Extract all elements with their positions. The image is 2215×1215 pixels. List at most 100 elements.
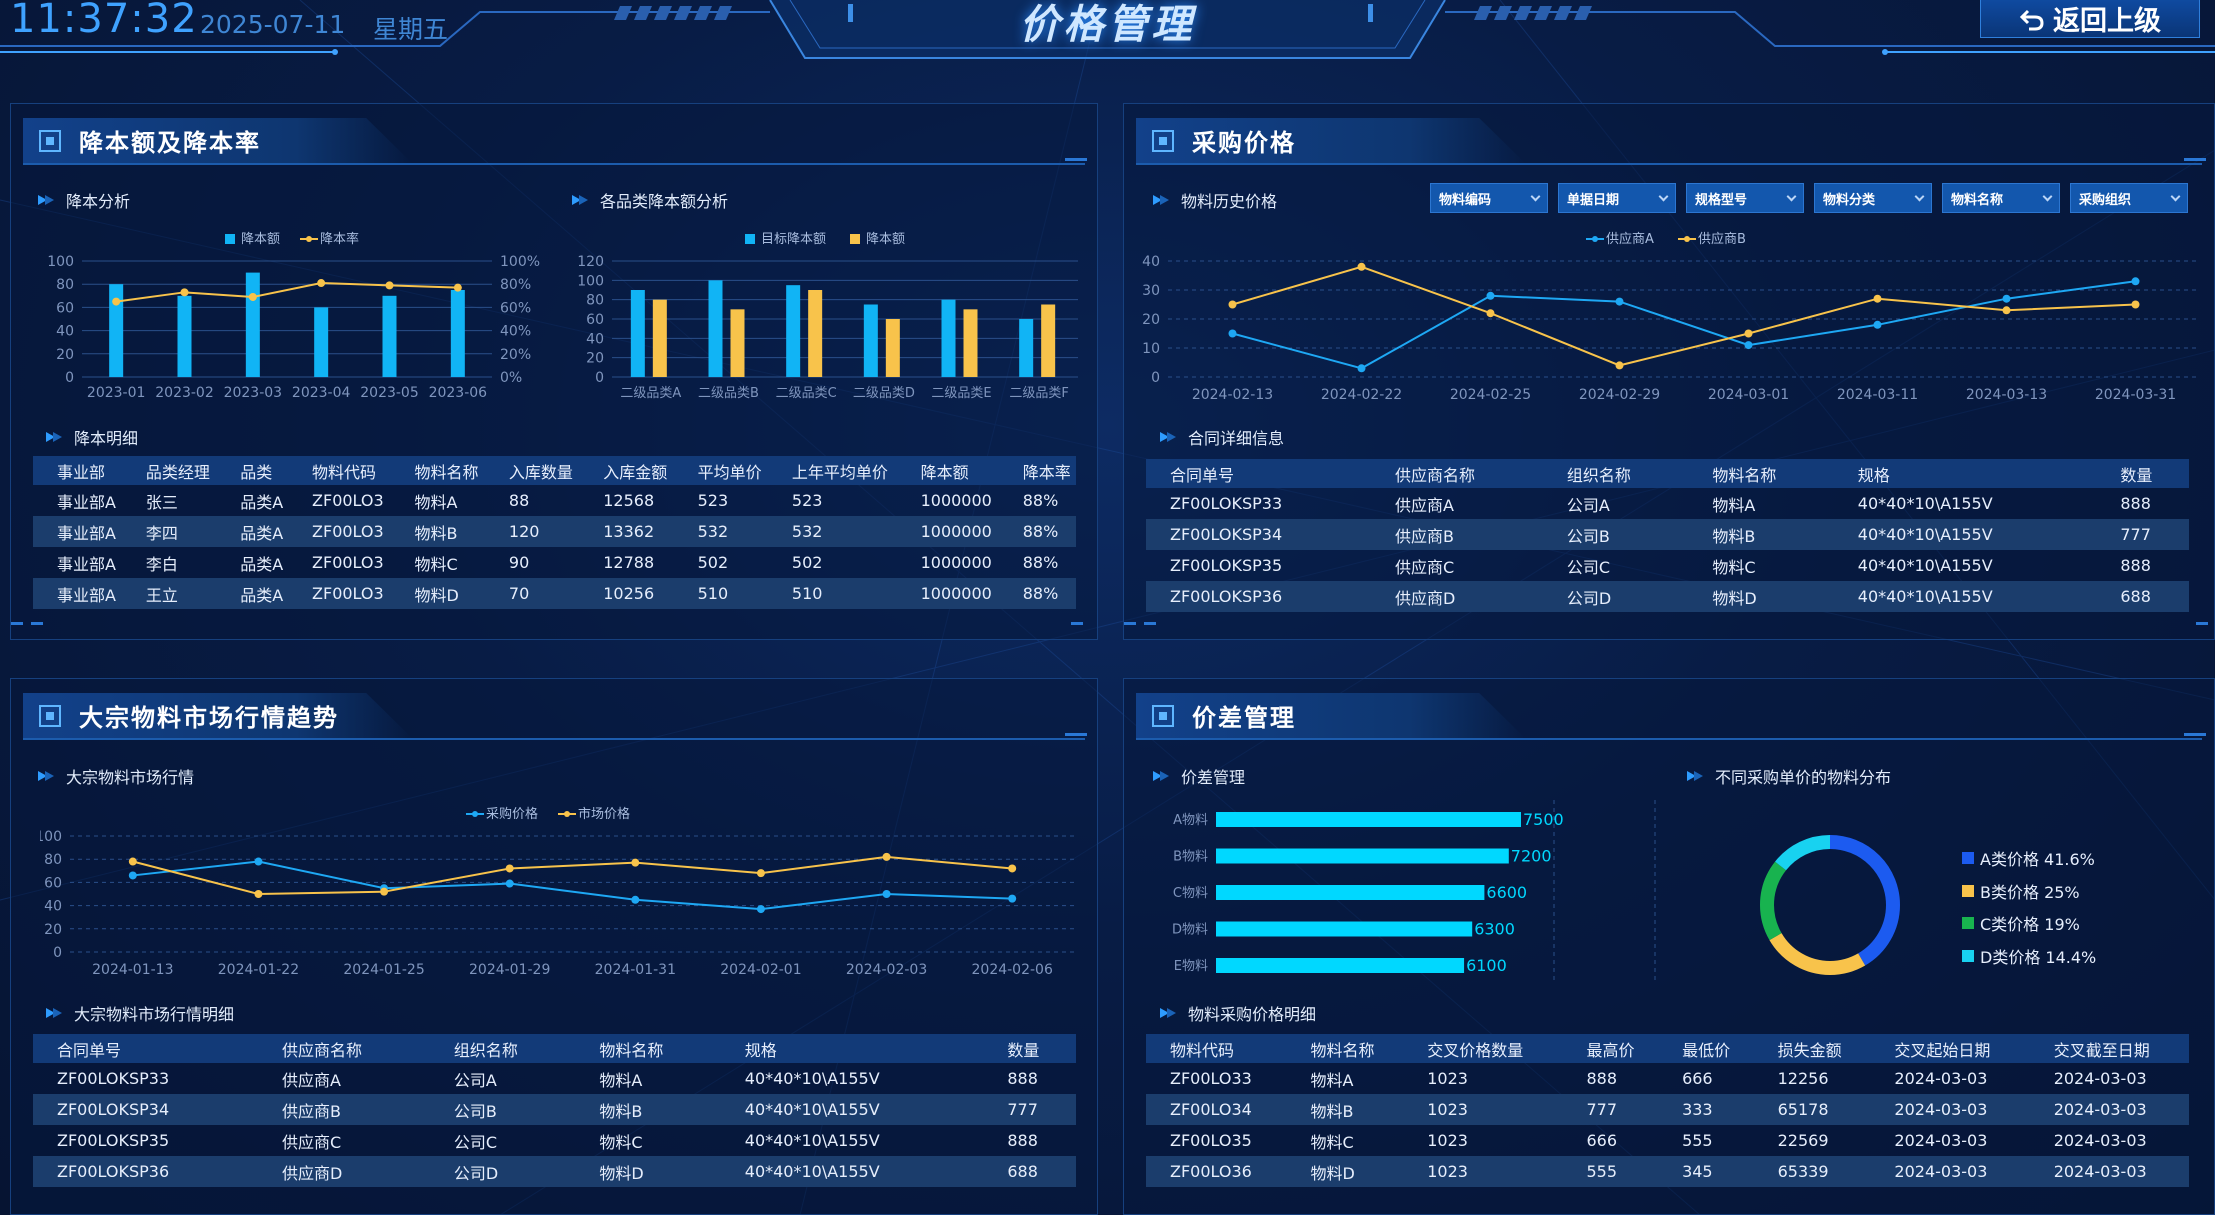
arrow-icon <box>46 432 64 442</box>
x-tick-label: 2024-01-25 <box>343 962 424 978</box>
bar <box>885 319 900 377</box>
bar <box>652 299 667 377</box>
table-cell: 888 <box>2120 556 2151 575</box>
column-header: 组织名称 <box>1542 459 1689 488</box>
pie-slice <box>1760 835 1900 975</box>
y-tick-label: B物料 <box>1173 850 1208 865</box>
table-row[interactable]: ZF00LO34 物料B 1023 777 333 65178 2024-03-03 2024… <box>1146 1094 2189 1125</box>
table-cell: 2024-03-03 <box>1894 1069 1988 1088</box>
filter-spec-model[interactable]: 规格型号 <box>1686 183 1804 213</box>
y-tick-label: 40 <box>1142 254 1160 270</box>
table-row[interactable]: ZF00LOKSP34 供应商B 公司B 物料B 40*40*10\A155V 777 <box>33 1094 1076 1125</box>
table-cell: ZF00LO36 <box>1146 1156 1287 1187</box>
table-cell: 888 <box>1007 1131 1038 1150</box>
data-label: 7500 <box>1523 810 1564 829</box>
table-cell: 1000000 <box>920 553 992 572</box>
x-tick-label: 二级品类D <box>853 386 915 401</box>
bar <box>245 272 260 377</box>
y2-tick-label: 60% <box>500 300 531 316</box>
panel-title-bar: 价差管理 <box>1136 693 1526 739</box>
corner-mark <box>1144 622 1156 625</box>
x-tick-label: 2023-03 <box>224 385 283 401</box>
x-tick-label: 2024-02-22 <box>1321 387 1402 403</box>
table-row[interactable]: ZF00LOKSP36 供应商D 公司D 物料D 40*40*10\A155V 688 <box>1146 581 2189 612</box>
table-cell: 品类A <box>216 516 289 547</box>
panel-title: 降本额及降本率 <box>79 129 261 157</box>
corner-mark <box>2196 622 2208 625</box>
table-row[interactable]: ZF00LOKSP35 供应商C 公司C 物料C 40*40*10\A155V 888 <box>33 1125 1076 1156</box>
y-tick-label: 20 <box>1142 312 1160 328</box>
table-row[interactable]: ZF00LOKSP35 供应商C 公司C 物料C 40*40*10\A155V 888 <box>1146 550 2189 581</box>
table-row[interactable]: 事业部A 张三 品类A ZF00LO3 物料A 88 12568 523 523 1000000 8… <box>33 485 1076 516</box>
subtitle-text: 降本明细 <box>74 429 139 448</box>
table-row[interactable]: 事业部A 李四 品类A ZF00LO3 物料B 120 13362 532 532 1000000… <box>33 516 1076 547</box>
column-header: 平均单价 <box>673 456 768 485</box>
y2-tick-label: 0% <box>500 370 522 386</box>
data-point <box>1873 294 1882 303</box>
column-header: 物料代码 <box>288 456 391 485</box>
filter-purchase-org[interactable]: 采购组织 <box>2070 183 2188 213</box>
y-tick-label: 20 <box>56 347 74 363</box>
table-row[interactable]: ZF00LO33 物料A 1023 888 666 12256 2024-03-03 2024… <box>1146 1063 2189 1094</box>
panel-title: 采购价格 <box>1192 129 1296 157</box>
table-row[interactable]: 事业部A 王立 品类A ZF00LO3 物料D 70 10256 510 510 1000000 8… <box>33 578 1076 609</box>
x-tick-label: 2024-02-06 <box>972 962 1053 978</box>
bar <box>1216 921 1473 937</box>
table-cell: 10256 <box>579 578 674 609</box>
table-row[interactable]: ZF00LOKSP33 供应商A 公司A 物料A 40*40*10\A155V 888 <box>1146 488 2189 519</box>
x-tick-label: 2024-03-11 <box>1837 387 1918 403</box>
filter-material-code[interactable]: 物料编码 <box>1430 183 1548 213</box>
legend-label: 采购价格 <box>486 806 538 822</box>
table-row[interactable]: ZF00LO35 物料C 1023 666 555 22569 2024-03-03 2024… <box>1146 1125 2189 1156</box>
table-cell: 供应商B <box>257 1094 430 1125</box>
table-cell: 666 <box>1586 1131 1618 1150</box>
column-header: 降本率 <box>998 456 1076 485</box>
legend-dot <box>306 236 312 242</box>
table-cell: 888 <box>1007 1069 1038 1088</box>
table-cell: 2024-03-03 <box>2053 1131 2147 1150</box>
table-cell: 666 <box>1682 1069 1713 1088</box>
table-row[interactable]: ZF00LO36 物料D 1023 555 345 65339 2024-03-03 2024… <box>1146 1156 2189 1187</box>
x-tick-label: 2023-01 <box>87 385 146 401</box>
table-row[interactable]: ZF00LOKSP36 供应商D 公司D 物料D 40*40*10\A155V 688 <box>33 1156 1076 1187</box>
filter-material-category[interactable]: 物料分类 <box>1814 183 1932 213</box>
y-tick-label: 60 <box>586 312 604 328</box>
filter-doc-date[interactable]: 单据日期 <box>1558 183 1676 213</box>
bar <box>863 304 878 377</box>
table-header-row: 合同单号 供应商名称 组织名称 物料名称 规格 数量 <box>33 1034 1076 1063</box>
table-cell: 物料A <box>599 1070 643 1090</box>
panel-title-bar: 降本额及降本率 <box>23 118 413 164</box>
y-tick-label: 0 <box>595 370 604 386</box>
y-tick-label: 100 <box>577 273 604 289</box>
table-cell: 1023 <box>1427 1131 1468 1150</box>
column-header: 组织名称 <box>429 1034 576 1063</box>
table-row[interactable]: 事业部A 李白 品类A ZF00LO3 物料C 90 12788 502 502 1000000 8… <box>33 547 1076 578</box>
table-row[interactable]: ZF00LOKSP34 供应商B 公司B 物料B 40*40*10\A155V 777 <box>1146 519 2189 550</box>
table-cell: ZF00LOKSP35 <box>57 1131 170 1150</box>
column-header: 物料名称 <box>1688 459 1834 488</box>
back-button[interactable]: 返回上级 <box>1980 0 2200 38</box>
corner-mark <box>1065 158 1087 161</box>
x-tick-label: 2024-01-31 <box>595 962 676 978</box>
table-cell: 2024-03-03 <box>2029 1156 2189 1187</box>
y-tick-label: 30 <box>1142 283 1160 299</box>
legend-swatch <box>1962 884 1974 897</box>
x-tick-label: 二级品类B <box>698 386 759 401</box>
table-cell: 777 <box>1562 1094 1659 1125</box>
pie-slice <box>1760 835 1900 975</box>
column-header: 数量 <box>2096 459 2189 488</box>
legend-item: C类价格 19% <box>1962 907 2096 940</box>
table-cell: ZF00LO35 <box>1170 1131 1252 1150</box>
chevron-down-icon <box>1530 191 1541 201</box>
table-cell: 公司B <box>1542 519 1689 550</box>
filter-material-name[interactable]: 物料名称 <box>1942 183 2060 213</box>
table-cell: 345 <box>1658 1156 1754 1187</box>
panel-title: 价差管理 <box>1192 704 1296 732</box>
legend-dot <box>472 811 478 817</box>
table-cell: 事业部A <box>33 516 122 547</box>
table-row[interactable]: ZF00LOKSP33 供应商A 公司A 物料A 40*40*10\A155V 888 <box>33 1063 1076 1094</box>
subtitle-text: 不同采购单价的物料分布 <box>1715 768 1892 787</box>
bar <box>1019 319 1034 377</box>
table-cost-detail: 事业部 品类经理 品类 物料代码 物料名称 入库数量 入库金额 平均单价 上年平均单价 降本额 降本… <box>33 456 1076 609</box>
table-cell: 555 <box>1562 1156 1659 1187</box>
